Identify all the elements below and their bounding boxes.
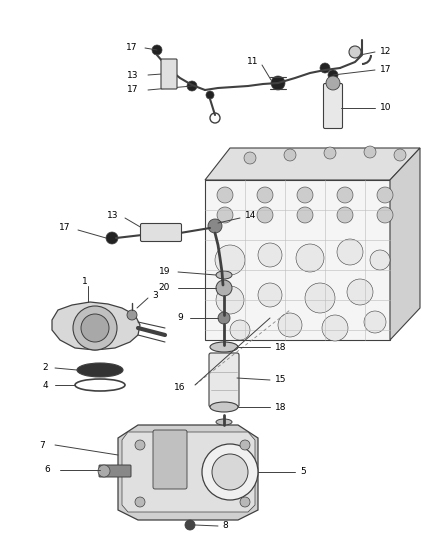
- Text: 10: 10: [380, 103, 392, 112]
- Circle shape: [218, 312, 230, 324]
- Ellipse shape: [210, 342, 238, 352]
- Text: 9: 9: [177, 313, 183, 322]
- Circle shape: [337, 207, 353, 223]
- Circle shape: [284, 149, 296, 161]
- Polygon shape: [122, 432, 255, 512]
- Circle shape: [208, 219, 222, 233]
- Circle shape: [127, 310, 137, 320]
- Text: 17: 17: [127, 85, 138, 94]
- Circle shape: [215, 245, 245, 275]
- Circle shape: [305, 283, 335, 313]
- Circle shape: [326, 76, 340, 90]
- FancyBboxPatch shape: [161, 59, 177, 89]
- FancyBboxPatch shape: [324, 84, 343, 128]
- Circle shape: [152, 45, 162, 55]
- Circle shape: [364, 311, 386, 333]
- Text: 8: 8: [222, 521, 228, 530]
- Circle shape: [216, 286, 244, 314]
- Text: 13: 13: [127, 70, 138, 79]
- Circle shape: [135, 440, 145, 450]
- Circle shape: [297, 187, 313, 203]
- Circle shape: [240, 440, 250, 450]
- Circle shape: [257, 207, 273, 223]
- Circle shape: [370, 250, 390, 270]
- Circle shape: [106, 232, 118, 244]
- FancyBboxPatch shape: [209, 353, 239, 407]
- Text: 6: 6: [44, 465, 50, 474]
- Circle shape: [185, 520, 195, 530]
- FancyBboxPatch shape: [99, 465, 131, 477]
- Circle shape: [135, 497, 145, 507]
- Circle shape: [217, 187, 233, 203]
- Circle shape: [257, 187, 273, 203]
- Circle shape: [216, 280, 232, 296]
- Text: 17: 17: [380, 66, 392, 75]
- Circle shape: [394, 149, 406, 161]
- Circle shape: [187, 81, 197, 91]
- Text: 13: 13: [106, 211, 118, 220]
- Circle shape: [258, 243, 282, 267]
- Circle shape: [320, 63, 330, 73]
- Text: 2: 2: [42, 364, 48, 373]
- Circle shape: [271, 76, 285, 90]
- Polygon shape: [118, 425, 258, 520]
- Circle shape: [81, 314, 109, 342]
- Text: 18: 18: [275, 343, 286, 351]
- Circle shape: [337, 187, 353, 203]
- Ellipse shape: [210, 402, 238, 412]
- Polygon shape: [390, 148, 420, 340]
- Circle shape: [206, 91, 214, 99]
- Text: 1: 1: [82, 278, 88, 287]
- Circle shape: [98, 465, 110, 477]
- Text: 3: 3: [152, 290, 158, 300]
- Text: 18: 18: [275, 402, 286, 411]
- Circle shape: [377, 187, 393, 203]
- Text: 17: 17: [126, 44, 137, 52]
- Text: 16: 16: [173, 384, 185, 392]
- Circle shape: [240, 497, 250, 507]
- Circle shape: [278, 313, 302, 337]
- Circle shape: [364, 146, 376, 158]
- Ellipse shape: [77, 363, 123, 377]
- Text: 5: 5: [300, 467, 306, 477]
- Text: 14: 14: [245, 212, 256, 221]
- Circle shape: [324, 147, 336, 159]
- Circle shape: [297, 207, 313, 223]
- Circle shape: [217, 207, 233, 223]
- Circle shape: [73, 306, 117, 350]
- Polygon shape: [52, 302, 140, 350]
- Text: 15: 15: [275, 376, 286, 384]
- Ellipse shape: [216, 271, 232, 279]
- Circle shape: [347, 279, 373, 305]
- Text: 20: 20: [159, 284, 170, 293]
- Ellipse shape: [216, 419, 232, 425]
- Circle shape: [258, 283, 282, 307]
- Circle shape: [322, 315, 348, 341]
- Polygon shape: [205, 180, 390, 340]
- Circle shape: [337, 239, 363, 265]
- FancyBboxPatch shape: [141, 223, 181, 241]
- Circle shape: [377, 207, 393, 223]
- Circle shape: [202, 444, 258, 500]
- Circle shape: [349, 46, 361, 58]
- FancyBboxPatch shape: [153, 430, 187, 489]
- Circle shape: [296, 244, 324, 272]
- Text: 19: 19: [159, 268, 170, 277]
- Circle shape: [328, 70, 338, 80]
- Text: 12: 12: [380, 47, 392, 56]
- Circle shape: [244, 152, 256, 164]
- Circle shape: [212, 454, 248, 490]
- Text: 17: 17: [59, 223, 70, 232]
- Text: 4: 4: [42, 381, 48, 390]
- Circle shape: [230, 320, 250, 340]
- Text: 11: 11: [247, 58, 258, 67]
- Text: 7: 7: [39, 440, 45, 449]
- Polygon shape: [205, 148, 420, 180]
